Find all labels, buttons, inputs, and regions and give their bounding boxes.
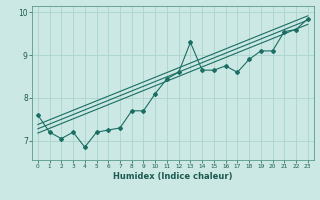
X-axis label: Humidex (Indice chaleur): Humidex (Indice chaleur) xyxy=(113,172,233,181)
